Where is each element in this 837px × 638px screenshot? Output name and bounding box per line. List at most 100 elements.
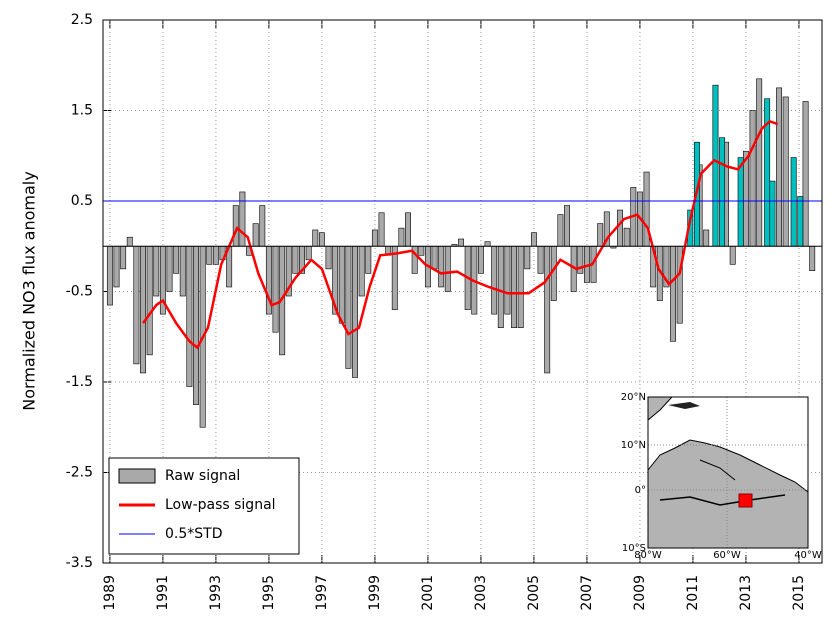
map-marker: [738, 493, 753, 508]
bar: [776, 87, 783, 247]
legend-label: Raw signal: [165, 468, 240, 484]
bar: [206, 245, 213, 265]
y-tick-label: 1.5: [71, 103, 93, 119]
bar: [153, 245, 160, 297]
x-tick-label: 1991: [155, 575, 171, 611]
bar: [338, 245, 345, 324]
bar: [737, 157, 744, 247]
bar: [126, 236, 133, 247]
bar: [497, 245, 504, 328]
bar: [809, 245, 816, 271]
map-island: [668, 402, 700, 409]
x-tick-label: 1989: [102, 575, 118, 611]
bar: [484, 241, 491, 247]
map-river: [659, 494, 786, 506]
bar: [179, 245, 186, 297]
bar: [378, 212, 385, 247]
bar: [418, 245, 425, 256]
bar: [557, 214, 564, 247]
bar: [345, 245, 352, 369]
map-lon-label: 60°W: [713, 550, 741, 561]
bar: [365, 245, 372, 274]
x-tick-label: 1995: [261, 575, 277, 611]
bar: [782, 96, 789, 247]
bar: [537, 245, 544, 274]
bar: [312, 229, 319, 247]
x-tick-label: 2001: [420, 575, 436, 611]
map-frame: [647, 396, 809, 549]
bar: [719, 137, 726, 247]
bar: [252, 223, 259, 247]
bar: [458, 238, 464, 247]
bar: [517, 245, 524, 328]
bar: [597, 223, 604, 247]
y-tick-label: -2.5: [66, 465, 93, 481]
x-tick-label: 1997: [314, 575, 330, 611]
bar: [120, 245, 127, 270]
x-tick-label: 2009: [632, 575, 648, 611]
bar: [212, 245, 219, 265]
bar: [703, 229, 710, 247]
bar: [511, 245, 517, 328]
bar: [670, 245, 677, 342]
bar: [398, 227, 405, 247]
x-tick-label: 2015: [791, 575, 807, 611]
map-lon-label: 80°W: [634, 550, 662, 561]
x-tick-label: 2005: [526, 575, 542, 611]
bar: [802, 101, 809, 247]
plot-frame: [102, 19, 823, 564]
bar: [544, 245, 551, 374]
bar: [305, 245, 312, 261]
legend-label: Low-pass signal: [165, 497, 276, 513]
bar: [186, 245, 193, 387]
y-tick-label: 0.5: [71, 193, 93, 209]
x-tick-label: 2003: [473, 575, 489, 611]
bar: [358, 245, 365, 297]
bar: [729, 245, 736, 265]
bar: [325, 245, 332, 270]
bar: [491, 245, 498, 315]
bar: [133, 245, 140, 365]
bar: [272, 245, 279, 333]
bar: [530, 232, 537, 247]
bar: [756, 78, 763, 247]
bar: [524, 245, 531, 270]
x-tick-label: 2007: [579, 575, 595, 611]
legend-label: 0.5*STD: [165, 526, 222, 542]
map-lat-label: 10°N: [621, 440, 646, 451]
map-lat-label: 10°S: [622, 543, 646, 554]
bar: [259, 205, 266, 247]
bar: [790, 157, 797, 247]
map-lat-label: 0°: [635, 485, 646, 496]
x-tick-label: 1999: [367, 575, 383, 611]
bar: [742, 150, 749, 247]
y-tick-label: 2.5: [71, 12, 93, 28]
bar: [405, 212, 411, 247]
y-axis-label: Normalized NO3 flux anomaly: [20, 171, 39, 410]
bar: [623, 227, 630, 247]
bar: [749, 110, 756, 247]
x-tick-label: 1993: [208, 575, 224, 611]
bar: [146, 245, 153, 356]
bar: [232, 205, 239, 247]
legend-swatch: [118, 468, 156, 484]
y-tick-label: -1.5: [66, 374, 93, 390]
bar: [352, 245, 358, 378]
x-tick-label: 2013: [738, 575, 754, 611]
bar: [712, 84, 719, 247]
map-lon-label: 40°W: [794, 550, 822, 561]
bar: [113, 245, 120, 288]
bar: [769, 180, 776, 247]
x-tick-label: 2011: [685, 575, 701, 611]
bar: [140, 245, 146, 374]
bar: [239, 191, 246, 247]
bar: [371, 229, 378, 247]
bar: [173, 245, 180, 274]
y-tick-label: -3.5: [66, 555, 93, 571]
y-tick-label: -0.5: [66, 284, 93, 300]
low-pass-line: [142, 119, 779, 350]
bar: [193, 245, 199, 405]
bar: [564, 205, 571, 247]
bar: [797, 196, 804, 247]
